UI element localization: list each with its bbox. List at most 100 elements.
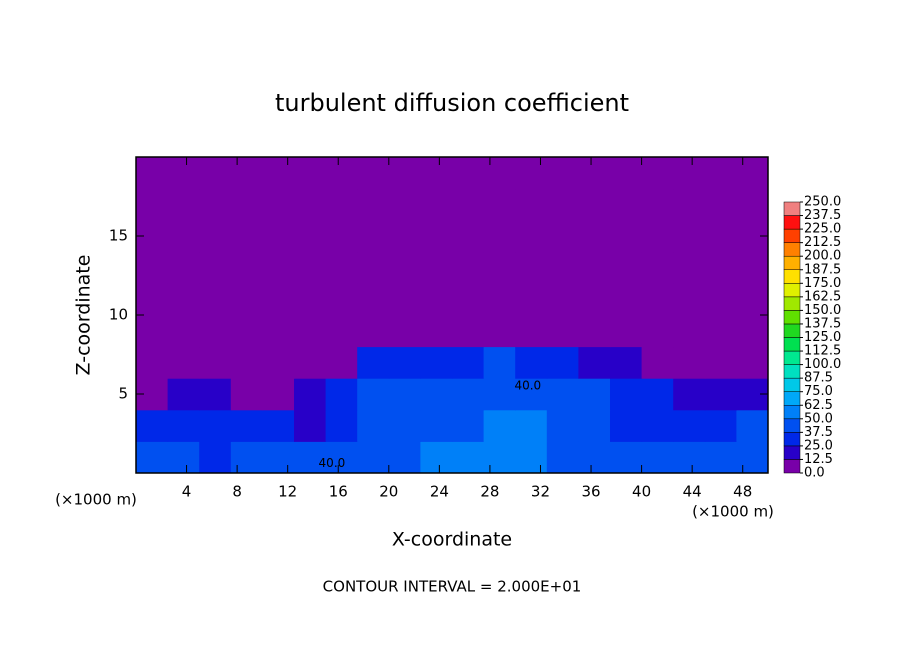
x-unit-label: (×1000 m)	[692, 503, 774, 521]
field-cell	[673, 409, 706, 442]
x-tick-label: 20	[379, 483, 398, 501]
colorbar-label: 37.5	[804, 425, 833, 440]
field-cell	[515, 346, 548, 379]
field-cell	[515, 315, 548, 348]
contour-interval: CONTOUR INTERVAL = 2.000E+01	[323, 578, 582, 596]
field-cell	[325, 188, 358, 221]
field-cell	[704, 378, 737, 411]
field-cell	[199, 157, 232, 190]
field-cell	[420, 157, 453, 190]
colorbar-label: 87.5	[804, 371, 833, 386]
field-cell	[704, 346, 737, 379]
field-cell	[357, 188, 390, 221]
field-cell	[230, 315, 263, 348]
field-cell	[230, 157, 263, 190]
field-cell	[388, 315, 421, 348]
colorbar-band	[783, 377, 801, 392]
colorbar-band	[783, 418, 801, 433]
field-cell	[610, 315, 643, 348]
field-cell	[262, 283, 295, 316]
field-cell	[704, 188, 737, 221]
field-cell	[325, 220, 358, 253]
field-cell	[578, 251, 611, 284]
field-cell	[294, 283, 327, 316]
x-tick-label: 12	[278, 483, 297, 501]
field-cell	[610, 251, 643, 284]
field-cell	[578, 378, 611, 411]
field-cell	[136, 441, 169, 474]
field-cell	[736, 346, 769, 379]
field-cell	[357, 251, 390, 284]
field-cell	[199, 188, 232, 221]
field-cell	[388, 283, 421, 316]
field-cell	[483, 157, 516, 190]
y-axis-label: Z-coordinate	[73, 255, 95, 376]
x-tick-label: 36	[581, 483, 600, 501]
colorbar-label: 25.0	[804, 438, 833, 453]
field-cell	[483, 283, 516, 316]
colorbar-band	[783, 432, 801, 447]
field-cell	[483, 378, 516, 411]
field-cell	[673, 346, 706, 379]
field-cell	[610, 346, 643, 379]
field-cell	[357, 346, 390, 379]
field-cell	[388, 409, 421, 442]
field-cell	[167, 283, 200, 316]
field-cell	[546, 315, 579, 348]
field-cell	[452, 315, 485, 348]
field-cell	[262, 441, 295, 474]
field-cell	[578, 283, 611, 316]
field-cell	[704, 283, 737, 316]
field-cell	[546, 157, 579, 190]
y-tick-label: 5	[118, 385, 128, 403]
field-cell	[610, 283, 643, 316]
field-cell	[294, 346, 327, 379]
field-cell	[199, 441, 232, 474]
field-cell	[136, 157, 169, 190]
field-cell	[357, 315, 390, 348]
field-cell	[483, 409, 516, 442]
colorbar-label: 125.0	[804, 330, 841, 345]
contour-label: 40.0	[319, 456, 346, 470]
colorbar-band	[783, 269, 801, 284]
field-cell	[325, 409, 358, 442]
field-cell	[167, 441, 200, 474]
field-cell	[199, 251, 232, 284]
colorbar-band	[783, 242, 801, 257]
x-tick-label: 16	[329, 483, 348, 501]
field-cell	[483, 251, 516, 284]
x-unit-label: (×1000 m)	[55, 491, 137, 509]
colorbar-label: 237.5	[804, 208, 841, 223]
field-cell	[483, 441, 516, 474]
colorbar-band	[783, 310, 801, 325]
field-cell	[167, 315, 200, 348]
x-tick-label: 24	[430, 483, 449, 501]
field-cell	[736, 441, 769, 474]
colorbar-label: 162.5	[804, 289, 841, 304]
field-cell	[357, 441, 390, 474]
field-cell	[610, 378, 643, 411]
field-cell	[704, 157, 737, 190]
chart-title: turbulent diffusion coefficient	[275, 89, 629, 117]
field-cell	[294, 378, 327, 411]
field-cell	[641, 378, 674, 411]
colorbar-label: 0.0	[804, 466, 825, 481]
field-cell	[578, 220, 611, 253]
field-cell	[230, 441, 263, 474]
x-tick-label: 28	[480, 483, 499, 501]
field-cell	[515, 441, 548, 474]
colorbar-label: 50.0	[804, 411, 833, 426]
field-cell	[136, 283, 169, 316]
field-cell	[199, 346, 232, 379]
y-tick-label: 15	[109, 227, 128, 245]
colorbar-label: 175.0	[804, 276, 841, 291]
x-tick-label: 4	[182, 483, 192, 501]
field-cell	[167, 188, 200, 221]
field-cell	[704, 409, 737, 442]
x-tick-label: 44	[683, 483, 702, 501]
field-cell	[578, 315, 611, 348]
field-cell	[262, 251, 295, 284]
field-cell	[641, 409, 674, 442]
colorbar-band	[783, 364, 801, 379]
field-cell	[294, 220, 327, 253]
